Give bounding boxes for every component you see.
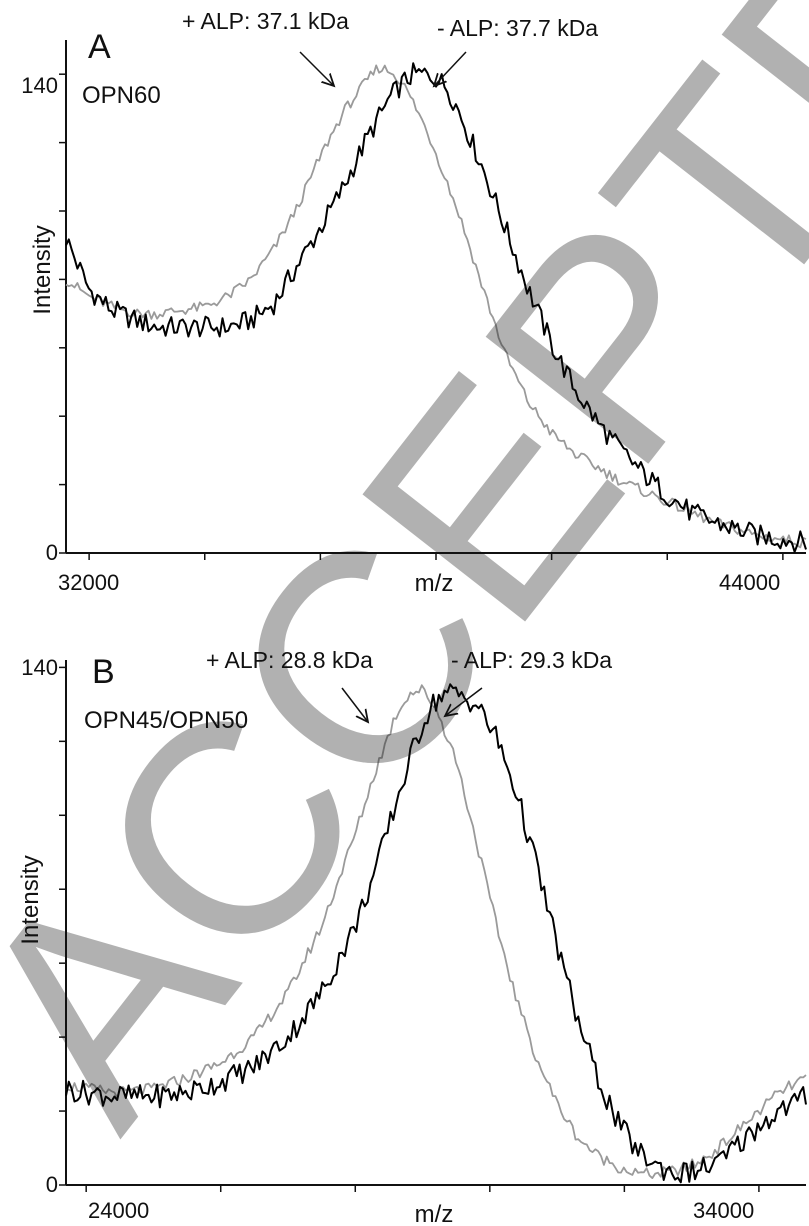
panel-a-arrow-minus-alp	[434, 51, 467, 86]
watermark: ACCEPTED(a) POST-PRINT	[0, 0, 809, 1180]
panel-a-y-tick-label-top: 140	[21, 73, 58, 98]
panel-a-x-tick-label-right: 44000	[719, 570, 780, 595]
panel-b-series-layer	[65, 683, 807, 1184]
panel-b-sample-label: OPN45/OPN50	[84, 707, 248, 734]
panel-b: B OPN45/OPN50 140 0 24000 34000 m/z Inte…	[17, 647, 807, 1226]
panel-b-tick-marks	[59, 666, 760, 1192]
panel-a-arrow-plus-alp	[299, 51, 334, 86]
panel-a-series-plus-alp-line	[65, 64, 807, 549]
panel-a-letter: A	[88, 28, 111, 66]
panel-b-x-tick-label-left: 24000	[88, 1198, 149, 1223]
panel-b-arrow-plus-alp	[341, 687, 368, 722]
panel-b-annotation-minus-alp: - ALP: 29.3 kDa	[451, 647, 612, 673]
panel-a-y-tick-label-bottom: 0	[46, 540, 58, 565]
panel-a-sample-label: OPN60	[82, 82, 161, 109]
panel-b-y-axis-title: Intensity	[17, 855, 44, 944]
panel-b-letter: B	[92, 653, 115, 691]
panel-a-annotation-plus-alp: + ALP: 37.1 kDa	[182, 8, 349, 34]
panel-a-tick-marks	[59, 73, 784, 560]
panel-b-annotation-plus-alp: + ALP: 28.8 kDa	[206, 647, 373, 673]
panel-a-x-tick-label-left: 32000	[58, 570, 119, 595]
panel-b-arrow-minus-alp	[445, 687, 483, 716]
panel-a-annotation-minus-alp: - ALP: 37.7 kDa	[437, 15, 598, 41]
panel-a: A OPN60 140 0 32000 44000 m/z Intensity …	[21, 8, 807, 597]
panel-b-x-tick-label-right: 34000	[693, 1198, 754, 1223]
watermark-text: ACCEPTED(a) POST-PRINT	[0, 0, 809, 1180]
panel-b-y-tick-label-bottom: 0	[46, 1172, 58, 1197]
panel-b-y-tick-label-top: 140	[21, 655, 58, 680]
panel-a-y-axis-title: Intensity	[29, 225, 56, 314]
panel-b-x-axis-title: m/z	[415, 1201, 454, 1226]
panel-a-x-axis-title: m/z	[415, 570, 454, 597]
panel-b-series-minus-alp-line	[65, 683, 807, 1184]
